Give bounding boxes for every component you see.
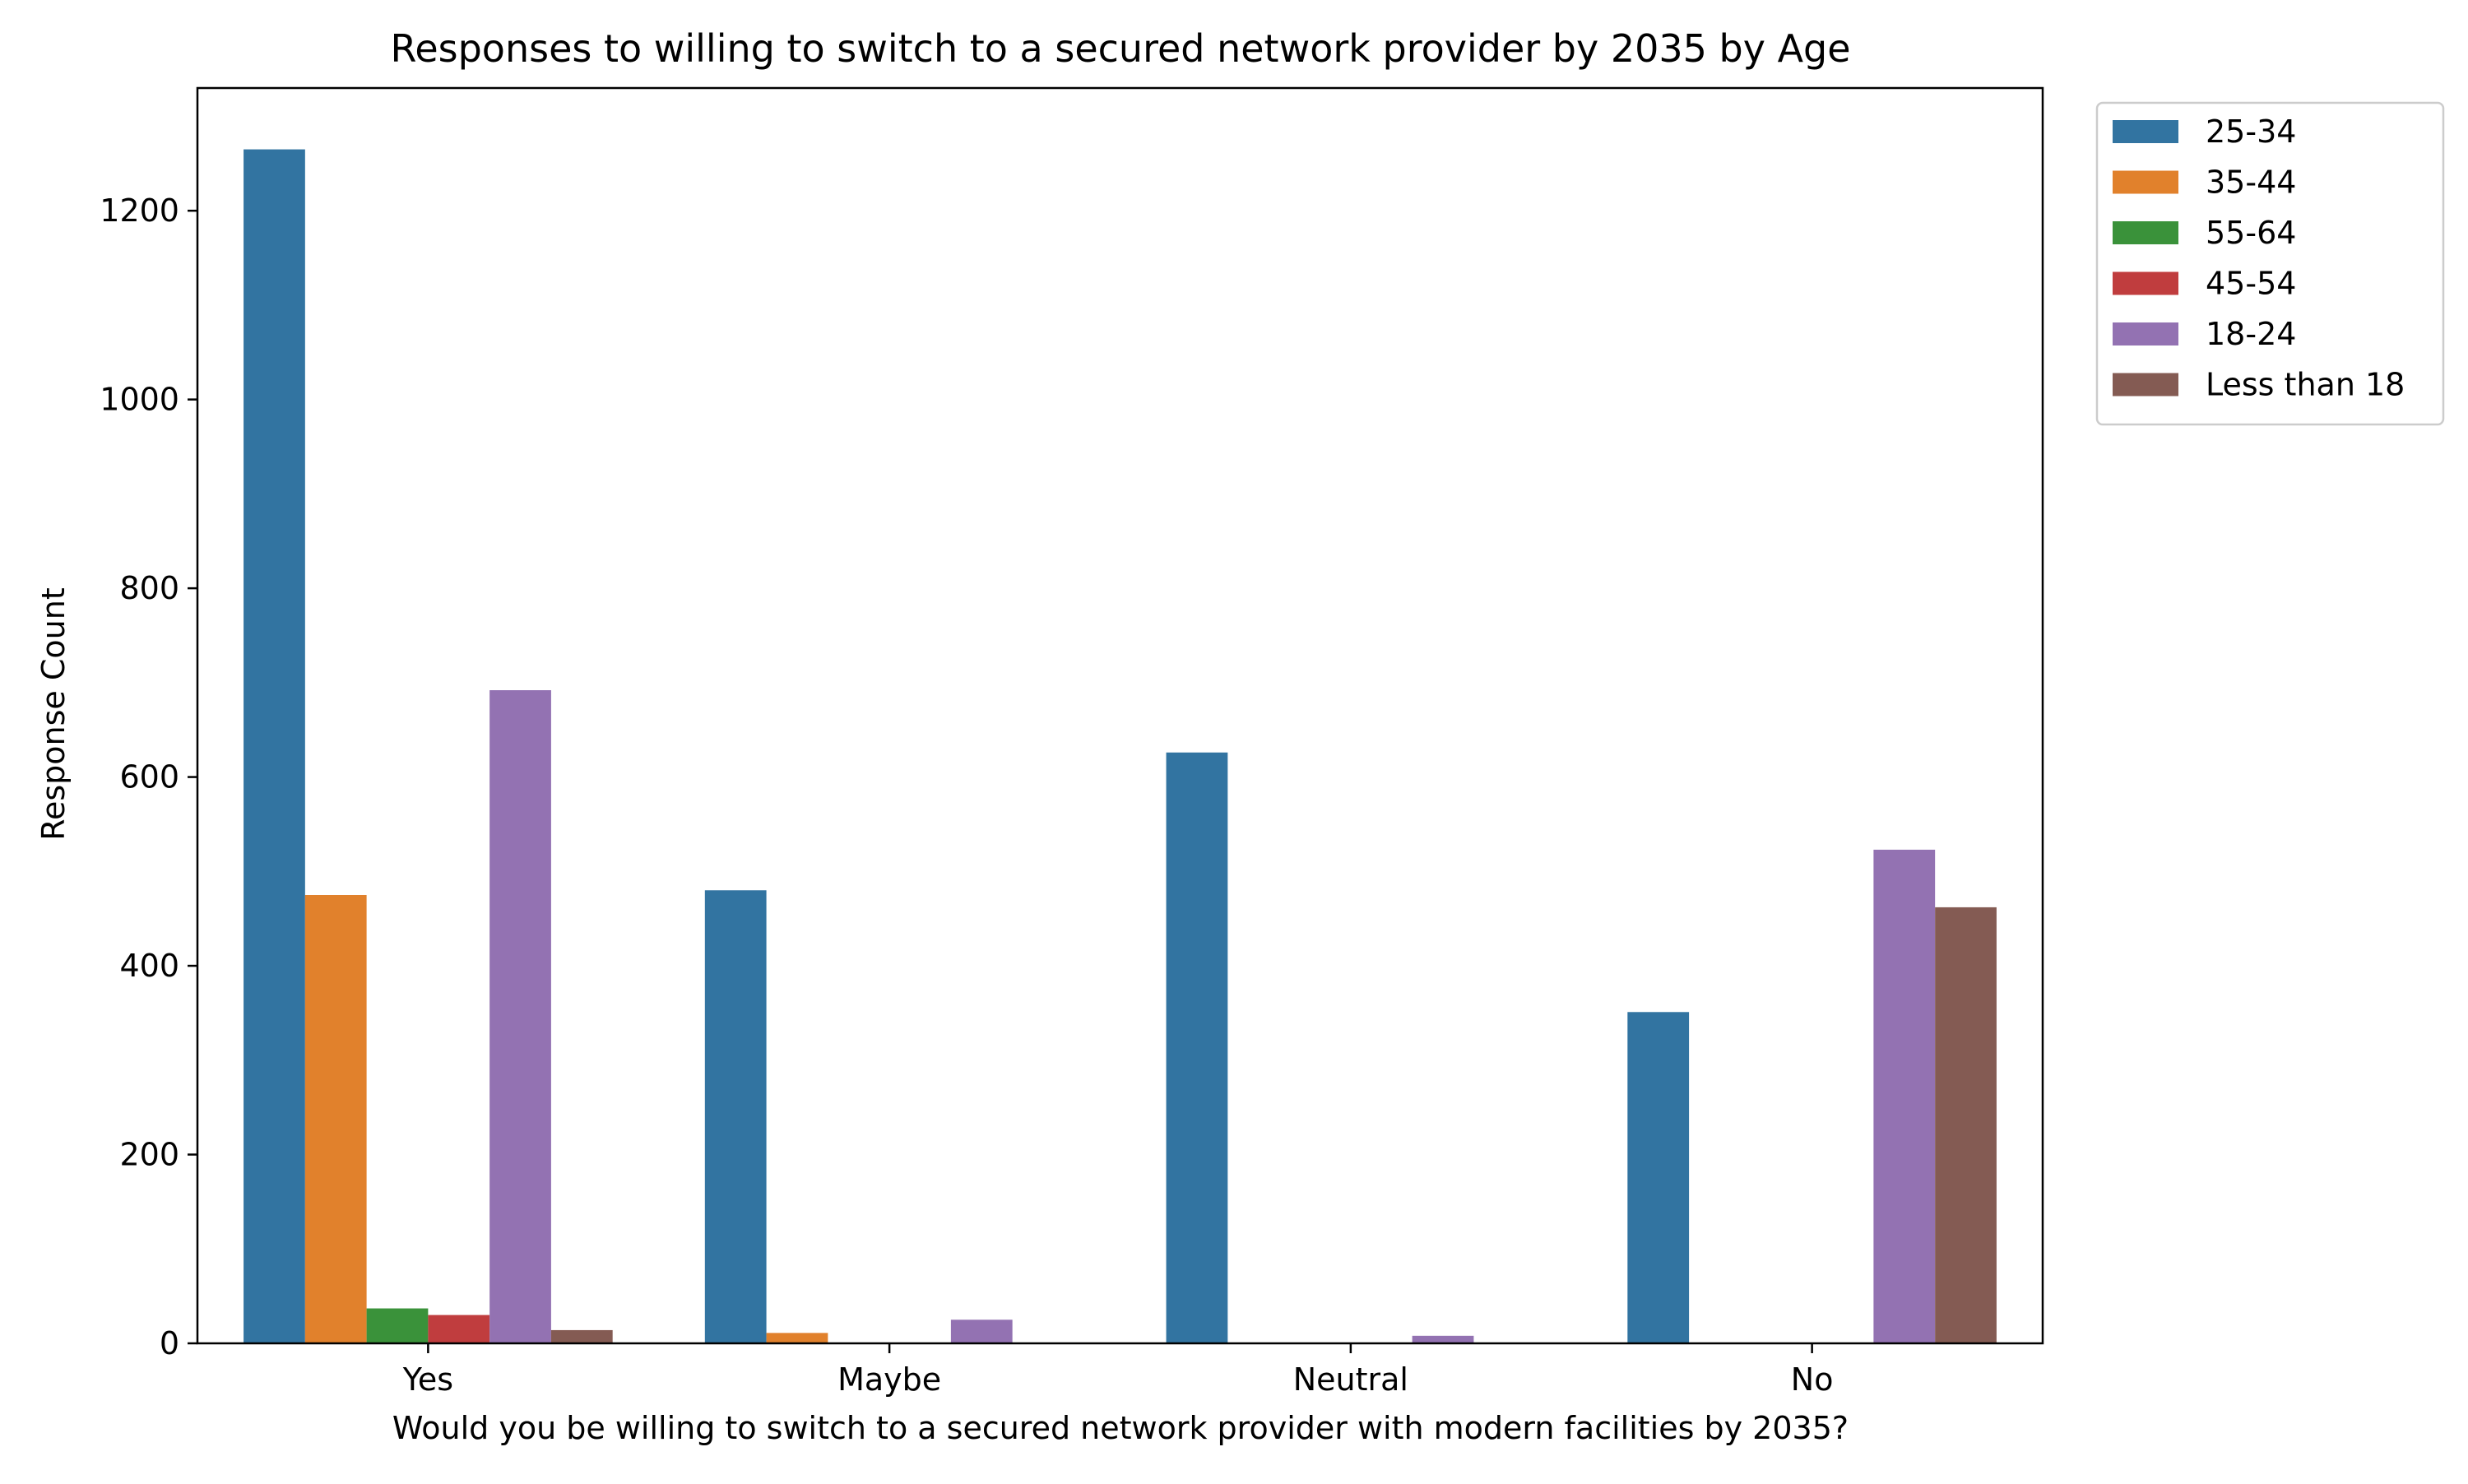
- bar: [550, 1329, 613, 1343]
- y-tick-label: 0: [160, 1325, 179, 1361]
- legend-swatch: [2113, 322, 2178, 345]
- x-axis: Yes Maybe Neutral No: [402, 1343, 1834, 1398]
- legend-swatch: [2113, 373, 2178, 397]
- legend-swatch: [2113, 271, 2178, 295]
- y-tick-label: 1200: [100, 192, 179, 229]
- legend: 25-34 35-44 55-64 45-54 18-24 Less than 18: [2095, 101, 2445, 426]
- x-tick-label: No: [1791, 1361, 1834, 1398]
- bar: [366, 1308, 429, 1343]
- bar: [1935, 907, 1997, 1343]
- bar: [244, 149, 305, 1343]
- bars-layer: [244, 149, 1997, 1343]
- y-axis-label: Response Count: [35, 587, 72, 840]
- legend-label: Less than 18: [2206, 367, 2405, 403]
- legend-label: 55-64: [2206, 215, 2296, 251]
- legend-swatch: [2113, 170, 2178, 194]
- chart-title: Responses to willing to switch to a secu…: [390, 26, 1850, 71]
- legend-label: 18-24: [2206, 316, 2296, 352]
- bar: [766, 1333, 828, 1343]
- y-tick-label: 400: [119, 948, 179, 984]
- y-tick-label: 800: [119, 570, 179, 606]
- y-tick-label: 1000: [100, 382, 179, 418]
- bar: [950, 1319, 1013, 1343]
- bar: [1166, 752, 1228, 1343]
- x-tick-label: Neutral: [1293, 1361, 1408, 1398]
- bar: [489, 690, 551, 1343]
- bar: [704, 890, 767, 1343]
- legend-label: 25-34: [2206, 114, 2296, 150]
- plot-frame: [196, 86, 2044, 1345]
- x-tick-label: Yes: [402, 1361, 453, 1398]
- legend-label: 35-44: [2206, 165, 2296, 201]
- x-tick-label: Maybe: [837, 1361, 941, 1398]
- bar: [1412, 1335, 1474, 1343]
- bar: [1627, 1012, 1690, 1343]
- x-axis-label: Would you be willing to switch to a secu…: [392, 1410, 1849, 1446]
- bar: [304, 895, 367, 1343]
- legend-swatch: [2113, 221, 2178, 244]
- legend-swatch: [2113, 120, 2178, 143]
- bar: [428, 1315, 490, 1343]
- y-tick-label: 200: [119, 1137, 179, 1173]
- legend-label: 45-54: [2206, 266, 2296, 302]
- y-tick-label: 600: [119, 759, 179, 795]
- legend-box: [2095, 101, 2445, 426]
- bar: [1873, 849, 1936, 1343]
- y-axis: 0 200 400 600 800 1000 1200: [100, 192, 197, 1361]
